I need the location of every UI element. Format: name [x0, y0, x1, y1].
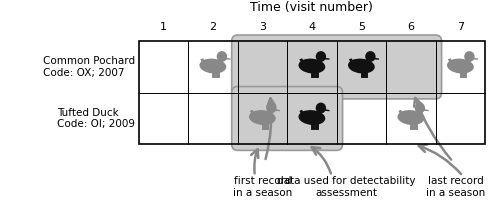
Polygon shape [349, 58, 356, 66]
Text: 6: 6 [408, 22, 414, 32]
Ellipse shape [398, 110, 424, 125]
Polygon shape [250, 110, 257, 117]
Text: 1: 1 [160, 22, 167, 32]
Polygon shape [315, 109, 323, 118]
Text: 4: 4 [308, 22, 316, 32]
Polygon shape [315, 58, 323, 66]
Ellipse shape [460, 76, 464, 77]
Circle shape [316, 103, 326, 113]
Polygon shape [374, 58, 379, 60]
Polygon shape [398, 110, 406, 117]
Ellipse shape [410, 127, 414, 129]
Ellipse shape [361, 76, 364, 77]
Polygon shape [448, 58, 455, 66]
Ellipse shape [447, 59, 474, 74]
Circle shape [414, 103, 425, 113]
Ellipse shape [414, 127, 418, 129]
Polygon shape [216, 58, 224, 66]
Polygon shape [324, 109, 330, 111]
Ellipse shape [298, 110, 326, 125]
Polygon shape [473, 58, 478, 60]
Polygon shape [464, 58, 471, 66]
Ellipse shape [312, 127, 315, 129]
Ellipse shape [315, 76, 318, 77]
Ellipse shape [266, 127, 269, 129]
Circle shape [216, 51, 227, 62]
Text: 2: 2 [210, 22, 216, 32]
Ellipse shape [315, 127, 318, 129]
Polygon shape [414, 109, 422, 118]
FancyBboxPatch shape [232, 35, 442, 99]
Ellipse shape [249, 110, 276, 125]
Polygon shape [324, 58, 330, 60]
FancyBboxPatch shape [232, 87, 342, 150]
Polygon shape [200, 58, 207, 66]
Ellipse shape [298, 59, 326, 74]
Polygon shape [266, 109, 274, 118]
Polygon shape [364, 58, 372, 66]
Ellipse shape [312, 76, 315, 77]
Text: 5: 5 [358, 22, 365, 32]
Text: Tufted Duck
Code: OI; 2009: Tufted Duck Code: OI; 2009 [56, 108, 134, 129]
Circle shape [464, 51, 474, 62]
Ellipse shape [212, 76, 216, 77]
Polygon shape [226, 58, 230, 60]
Text: 7: 7 [457, 22, 464, 32]
Text: first record
in a season: first record in a season [233, 176, 292, 198]
Circle shape [365, 51, 376, 62]
Circle shape [266, 103, 276, 113]
Polygon shape [300, 110, 306, 117]
Ellipse shape [364, 76, 368, 77]
Ellipse shape [262, 127, 266, 129]
Polygon shape [300, 58, 306, 66]
Ellipse shape [464, 76, 467, 77]
Polygon shape [424, 109, 428, 111]
Polygon shape [275, 109, 280, 111]
Text: Common Pochard
Code: OX; 2007: Common Pochard Code: OX; 2007 [42, 56, 134, 78]
Text: 3: 3 [259, 22, 266, 32]
Ellipse shape [348, 59, 375, 74]
Bar [138, 41, 485, 144]
Circle shape [316, 51, 326, 62]
Ellipse shape [200, 59, 226, 74]
Text: data used for detectability
assessment: data used for detectability assessment [278, 176, 416, 198]
Text: Time (visit number): Time (visit number) [250, 1, 374, 14]
Ellipse shape [216, 76, 220, 77]
Text: last record
in a season: last record in a season [426, 176, 485, 198]
